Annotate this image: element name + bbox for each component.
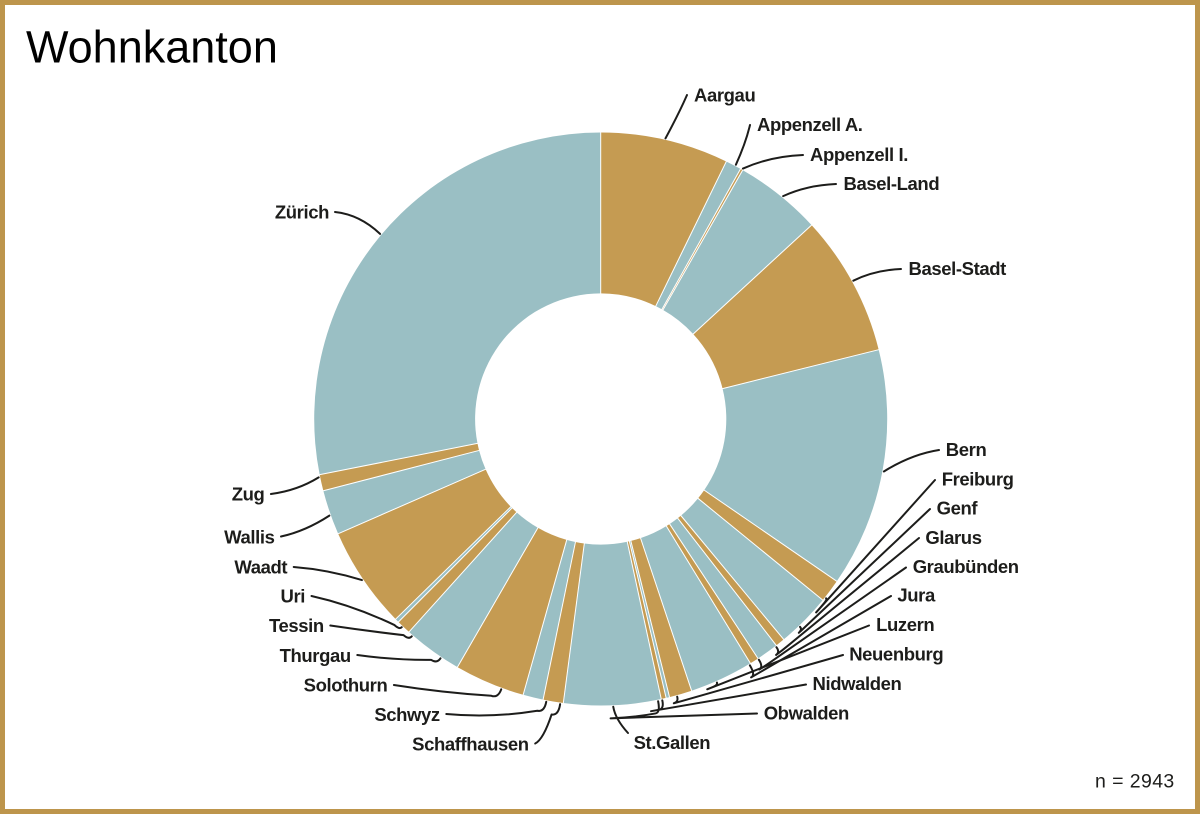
svg-text:Nidwalden: Nidwalden (813, 673, 902, 694)
svg-text:Solothurn: Solothurn (304, 675, 388, 696)
svg-text:Appenzell I.: Appenzell I. (810, 144, 908, 165)
svg-text:Zug: Zug (232, 484, 265, 505)
svg-text:Wohnkanton: Wohnkanton (26, 22, 278, 73)
svg-text:Jura: Jura (897, 585, 936, 606)
svg-text:Basel-Land: Basel-Land (844, 173, 940, 194)
svg-text:St.Gallen: St.Gallen (634, 732, 711, 753)
svg-text:Glarus: Glarus (925, 527, 981, 548)
svg-text:Genf: Genf (937, 498, 979, 519)
svg-text:Graubünden: Graubünden (913, 556, 1019, 577)
svg-text:Tessin: Tessin (269, 615, 324, 636)
svg-text:Bern: Bern (946, 439, 987, 460)
svg-text:Schwyz: Schwyz (374, 704, 440, 725)
svg-text:n = 2943: n = 2943 (1095, 770, 1175, 792)
svg-text:Waadt: Waadt (234, 556, 287, 577)
svg-text:Freiburg: Freiburg (942, 468, 1014, 489)
svg-text:Schaffhausen: Schaffhausen (412, 734, 529, 755)
svg-text:Uri: Uri (281, 586, 306, 607)
svg-text:Basel-Stadt: Basel-Stadt (909, 258, 1007, 279)
svg-text:Zürich: Zürich (275, 202, 329, 223)
svg-text:Thurgau: Thurgau (280, 645, 351, 666)
svg-text:Luzern: Luzern (876, 614, 934, 635)
svg-text:Aargau: Aargau (694, 84, 755, 105)
svg-text:Obwalden: Obwalden (764, 702, 849, 723)
svg-text:Wallis: Wallis (224, 526, 274, 547)
svg-text:Appenzell A.: Appenzell A. (757, 114, 863, 135)
svg-text:Neuenburg: Neuenburg (849, 644, 943, 665)
